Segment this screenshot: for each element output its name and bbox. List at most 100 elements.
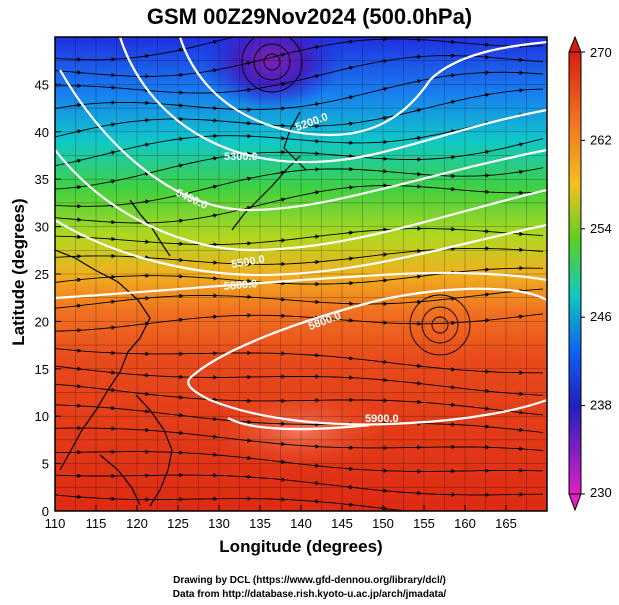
wind-arrow bbox=[482, 318, 490, 323]
wind-arrow bbox=[176, 72, 184, 78]
colorbar-label: 238 bbox=[590, 398, 612, 413]
wind-arrow bbox=[279, 27, 285, 28]
wind-arrow bbox=[244, 61, 252, 66]
wind-arrow bbox=[108, 122, 116, 127]
wind-arrow bbox=[380, 252, 388, 257]
x-tick-label: 140 bbox=[290, 516, 312, 531]
colorbar: 270 262 254 246 238 230 bbox=[568, 35, 612, 512]
wind-arrow bbox=[346, 65, 354, 71]
wind-arrow bbox=[482, 406, 490, 411]
wind-arrow bbox=[108, 299, 116, 305]
streamline bbox=[55, 383, 544, 416]
wind-arrow bbox=[448, 155, 456, 160]
x-tick-label: 155 bbox=[413, 516, 435, 531]
streamline bbox=[55, 313, 544, 332]
streamline bbox=[55, 404, 544, 434]
wind-arrow bbox=[142, 142, 150, 148]
wind-arrow bbox=[380, 488, 388, 493]
shaded-field: 5200.05300.05400.05500.05600.05800.05900… bbox=[55, 26, 547, 511]
wind-arrow bbox=[414, 363, 422, 369]
streamline bbox=[55, 38, 544, 77]
wind-arrow bbox=[414, 381, 422, 386]
wind-arrow bbox=[74, 129, 82, 134]
wind-arrow bbox=[142, 321, 150, 327]
wind-arrow bbox=[74, 184, 82, 190]
wind-arrow bbox=[346, 484, 354, 490]
wind-arrow bbox=[176, 103, 184, 108]
streamline bbox=[55, 228, 544, 246]
wind-arrow bbox=[380, 115, 388, 121]
wind-arrow bbox=[448, 366, 456, 372]
y-tick-label: 35 bbox=[35, 172, 49, 187]
wind-arrow bbox=[278, 477, 286, 482]
wind-arrow bbox=[517, 26, 523, 27]
wind-arrow bbox=[482, 149, 490, 155]
x-tick-label: 135 bbox=[249, 516, 271, 531]
streamline bbox=[55, 494, 411, 511]
wind-arrow bbox=[346, 153, 354, 159]
wind-arrow bbox=[210, 39, 218, 45]
wind-arrow bbox=[516, 427, 524, 433]
y-tick-label: 0 bbox=[42, 504, 49, 519]
x-axis-ticks: 110 115 120 125 130 135 140 145 150 155 160 165 bbox=[45, 505, 517, 531]
wind-arrow bbox=[142, 199, 150, 204]
y-tick-label: 45 bbox=[35, 77, 49, 92]
wind-arrow bbox=[414, 135, 422, 141]
wind-arrow bbox=[346, 39, 354, 44]
x-tick-label: 160 bbox=[454, 516, 476, 531]
x-tick-label: 150 bbox=[372, 516, 394, 531]
wind-arrow bbox=[448, 402, 456, 408]
streamline bbox=[55, 427, 544, 451]
wind-arrow bbox=[516, 88, 524, 93]
wind-arrow bbox=[244, 87, 252, 93]
wind-arrow bbox=[210, 184, 218, 190]
wind-arrow bbox=[312, 480, 320, 486]
wind-arrow bbox=[278, 441, 286, 447]
wind-arrow bbox=[210, 416, 218, 422]
streamline bbox=[55, 288, 544, 309]
wind-arrow bbox=[346, 230, 354, 235]
wind-arrow bbox=[244, 205, 252, 211]
x-tick-label: 130 bbox=[208, 516, 230, 531]
wind-arrow bbox=[74, 303, 82, 309]
wind-arrow bbox=[346, 121, 354, 126]
wind-arrow bbox=[210, 156, 218, 161]
wind-arrow bbox=[108, 150, 116, 155]
wind-arrow bbox=[380, 58, 388, 64]
streamline bbox=[55, 37, 237, 61]
wind-arrow bbox=[516, 410, 524, 415]
vortex-ring bbox=[253, 43, 291, 81]
wind-arrow bbox=[244, 176, 252, 182]
wind-arrow bbox=[312, 463, 320, 468]
wind-arrow bbox=[176, 395, 184, 400]
wind-arrow bbox=[380, 506, 388, 511]
wind-arrow bbox=[482, 388, 490, 394]
colorbar-scale bbox=[568, 51, 582, 495]
x-tick-label: 120 bbox=[126, 516, 148, 531]
wind-arrow bbox=[380, 86, 388, 92]
wind-arrow bbox=[176, 47, 184, 53]
x-axis-label: Longitude (degrees) bbox=[219, 537, 383, 556]
wind-arrow bbox=[448, 129, 456, 134]
wind-arrow bbox=[244, 455, 252, 461]
wind-arrow bbox=[278, 459, 286, 465]
streamline bbox=[55, 55, 544, 94]
wind-arrow bbox=[278, 136, 286, 141]
wind-arrow bbox=[278, 52, 286, 58]
wind-arrow bbox=[142, 295, 150, 301]
colorbar-bottom-arrow bbox=[568, 493, 582, 512]
wind-arrow bbox=[74, 158, 82, 164]
x-tick-label: 125 bbox=[167, 516, 189, 531]
wind-arrow bbox=[448, 39, 456, 45]
wind-arrow bbox=[516, 314, 524, 319]
y-axis-ticks: 0 5 10 15 20 25 30 35 40 45 bbox=[35, 77, 61, 519]
y-tick-label: 30 bbox=[35, 220, 49, 235]
wind-arrow bbox=[210, 434, 218, 439]
streamline bbox=[55, 451, 544, 472]
wind-arrow bbox=[414, 79, 422, 84]
wind-arrow bbox=[346, 502, 354, 507]
contour-label: 5900.0 bbox=[365, 413, 399, 425]
wind-arrow bbox=[346, 355, 354, 361]
wind-arrow bbox=[176, 317, 184, 323]
